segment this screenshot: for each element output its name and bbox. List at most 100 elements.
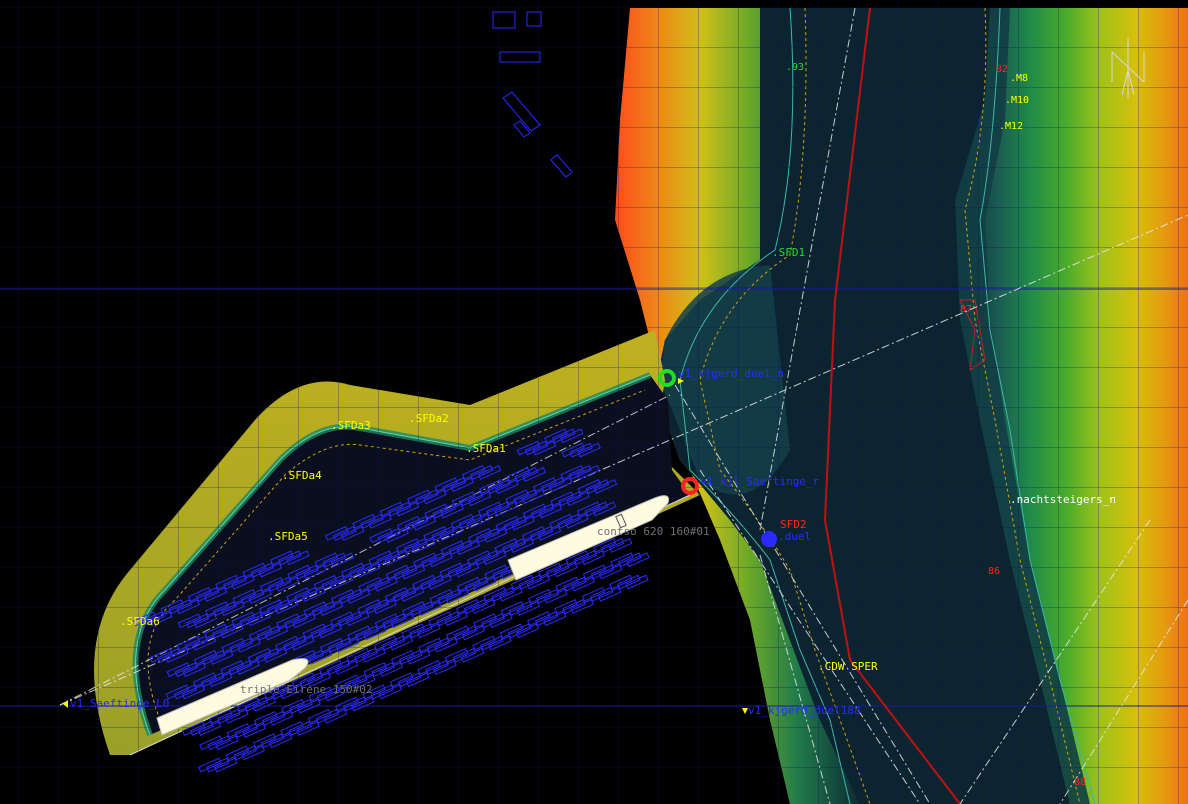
barge	[472, 635, 496, 651]
barge	[566, 491, 590, 507]
barge	[471, 599, 496, 614]
barge	[538, 503, 563, 519]
barge	[240, 589, 264, 604]
barge	[264, 625, 289, 641]
barge	[149, 648, 173, 663]
barge	[149, 611, 173, 627]
blue-waypoint-marker[interactable]	[761, 531, 777, 547]
barge	[248, 589, 272, 604]
barge	[274, 599, 299, 615]
barge	[403, 538, 428, 554]
barge	[476, 528, 500, 543]
barge	[378, 684, 402, 700]
barge	[165, 684, 190, 700]
barge	[506, 467, 531, 482]
barge	[318, 660, 343, 675]
barge	[204, 623, 228, 639]
barge	[369, 528, 393, 543]
barge	[484, 564, 508, 580]
barge	[429, 588, 453, 604]
barge	[370, 684, 394, 700]
barge	[524, 440, 549, 456]
barge	[205, 601, 229, 617]
barge	[428, 611, 452, 627]
barge	[413, 552, 437, 568]
barge	[452, 647, 477, 663]
barge	[259, 576, 284, 592]
buoy-label-sfda1: .SFDa1	[466, 442, 506, 455]
barge	[335, 696, 359, 712]
barge	[440, 540, 465, 556]
barge	[296, 721, 320, 736]
barge	[212, 623, 236, 639]
barge	[589, 586, 614, 602]
barge	[307, 708, 332, 724]
barge	[237, 637, 261, 653]
red-waypoint-marker[interactable]	[681, 477, 699, 495]
barge	[336, 674, 360, 690]
barge	[160, 599, 184, 615]
barge	[393, 564, 418, 580]
ship-2[interactable]	[156, 658, 309, 736]
barge	[402, 601, 426, 616]
barge	[242, 723, 266, 738]
barge	[528, 588, 552, 604]
barge	[549, 513, 573, 529]
ship-1[interactable]	[507, 495, 670, 581]
barge	[565, 550, 589, 566]
barge	[286, 587, 310, 602]
barge	[352, 513, 376, 529]
barge	[275, 576, 300, 592]
barge	[576, 464, 600, 480]
barge	[231, 611, 255, 627]
barge	[385, 564, 410, 580]
barge	[287, 564, 311, 580]
place-label-nachtsteigers: .nachtsteigers_n	[1010, 493, 1116, 506]
barge	[248, 625, 273, 641]
green-waypoint-marker[interactable]	[658, 369, 676, 387]
buoy-label-m10: .M10	[1005, 95, 1029, 106]
buoy-label-86: 86	[988, 566, 1000, 577]
barge	[311, 601, 336, 617]
barge	[319, 637, 344, 653]
barge	[407, 489, 431, 505]
barge	[511, 515, 535, 531]
barge	[324, 526, 349, 541]
barge	[459, 491, 484, 507]
barge	[404, 515, 429, 531]
barge	[223, 574, 247, 590]
barge	[522, 503, 547, 519]
barge	[221, 637, 245, 653]
barge	[398, 649, 423, 665]
barge	[203, 587, 228, 602]
barge	[239, 611, 263, 627]
barge	[228, 660, 252, 675]
barge	[468, 528, 492, 543]
barge	[417, 660, 441, 675]
barge	[326, 660, 351, 675]
barge	[390, 649, 415, 665]
barge	[267, 576, 292, 592]
barge	[371, 662, 395, 677]
barge	[543, 611, 567, 627]
barge	[513, 489, 538, 505]
buoy-label-sfd2: SFD2	[780, 518, 807, 531]
barge	[308, 686, 333, 702]
barge	[264, 684, 288, 700]
barge	[281, 698, 305, 714]
barge	[455, 599, 480, 614]
barge	[411, 538, 436, 554]
barge	[488, 635, 512, 651]
barge	[362, 647, 386, 663]
barge	[597, 586, 622, 602]
barge	[284, 613, 308, 629]
barge	[554, 562, 578, 578]
barge	[458, 513, 483, 529]
waypoint-label-red: v1_kjl_Saeftinge_r	[700, 475, 820, 488]
waypoint-label-green: v1_kjgerd_duel_n	[678, 367, 784, 380]
barge	[185, 613, 210, 629]
barge	[426, 637, 450, 653]
barge	[347, 625, 371, 641]
barge	[557, 513, 581, 529]
